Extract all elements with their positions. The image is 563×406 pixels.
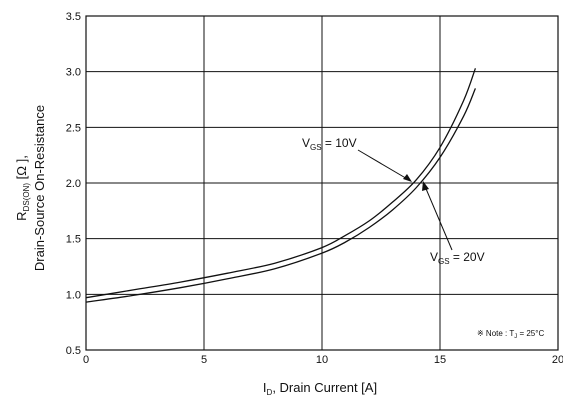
series-annotation-vgs-20v: VGS = 20V (430, 250, 485, 266)
annotations: VGS = 10V VGS = 20V ※ Note : TJ = 25°C (302, 136, 544, 340)
y-tick-labels: 0.5 1.0 1.5 2.0 2.5 3.0 3.5 (66, 11, 81, 357)
annotation-arrow-10v (357, 149, 410, 181)
y-tick-label: 3.5 (66, 11, 81, 23)
y-axis-label-line1: RDS(ON) [Ω ], (14, 155, 31, 221)
annotation-arrow-20v (423, 183, 453, 251)
annotation-arrowhead-10v (403, 174, 412, 182)
y-tick-label: 3.0 (66, 67, 81, 79)
curves (85, 68, 477, 303)
y-tick-label: 2.0 (66, 178, 81, 190)
x-tick-labels: 0 5 10 15 20 (83, 354, 563, 366)
x-tick-label: 10 (316, 354, 328, 366)
y-tick-label: 1.5 (66, 234, 81, 246)
x-tick-label: 20 (552, 354, 563, 366)
series-annotation-vgs-10v: VGS = 10V (302, 136, 357, 152)
series-line-vgs-10v (85, 68, 477, 299)
y-tick-label: 2.5 (66, 122, 81, 134)
series-line-vgs-20v (85, 88, 476, 303)
y-axis-label-line2: Drain-Source On-Resistance (32, 105, 47, 271)
x-axis-label: ID, Drain Current [A] (263, 380, 377, 397)
y-tick-label: 1.0 (66, 289, 81, 301)
plot-frame (85, 15, 559, 351)
temperature-note: ※ Note : TJ = 25°C (477, 329, 544, 340)
annotation-arrowhead-20v (422, 181, 429, 191)
x-tick-label: 15 (434, 354, 446, 366)
y-tick-label: 0.5 (66, 345, 81, 357)
grid (86, 16, 558, 350)
x-tick-label: 5 (201, 354, 207, 366)
x-tick-label: 0 (83, 354, 89, 366)
